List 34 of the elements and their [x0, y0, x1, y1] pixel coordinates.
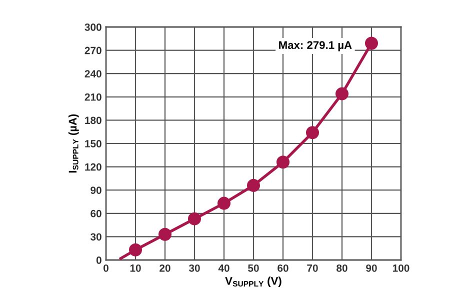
- x-tick-label: 60: [278, 264, 288, 272]
- point: [364, 36, 378, 50]
- point: [335, 87, 349, 100]
- y-tick-label: 0: [96, 256, 102, 264]
- y-tick-label: 180: [85, 116, 102, 124]
- y-tick-label: 240: [84, 70, 102, 78]
- point: [128, 243, 142, 256]
- x-tick-label: 80: [336, 264, 348, 272]
- point: [246, 178, 260, 192]
- x-tick-label: 10: [130, 264, 141, 272]
- y-tick-label: 270: [84, 46, 102, 54]
- x-tick-label: 70: [307, 264, 318, 272]
- point: [188, 212, 202, 226]
- point: [217, 196, 231, 210]
- point: [306, 126, 320, 140]
- y-tick-label: 30: [90, 233, 102, 241]
- y-tick-label: 120: [85, 163, 102, 171]
- point: [276, 156, 290, 169]
- x-tick-label: 50: [248, 264, 259, 272]
- x-tick-label: 40: [218, 264, 230, 272]
- point: [158, 228, 172, 241]
- y-tick-label: 90: [90, 186, 102, 194]
- y-axis-title: I$_{SUPPLY}$ (µA): [68, 114, 79, 173]
- y-tick-label: 60: [90, 210, 102, 218]
- x-tick-label: 20: [160, 264, 170, 272]
- x-tick-label: 100: [392, 264, 410, 272]
- y-tick-label: 210: [84, 93, 102, 101]
- annotation: Max: 279.1 µA: [279, 41, 352, 52]
- y-tick-label: 300: [84, 24, 102, 31]
- x-tick-label: 30: [188, 264, 200, 272]
- x-tick-label: 0: [104, 264, 108, 272]
- x-tick-label: 90: [366, 264, 377, 272]
- y-tick-label: 150: [85, 140, 102, 148]
- x-axis-title: V$_{SUPPLY}$ (V): [225, 276, 282, 288]
